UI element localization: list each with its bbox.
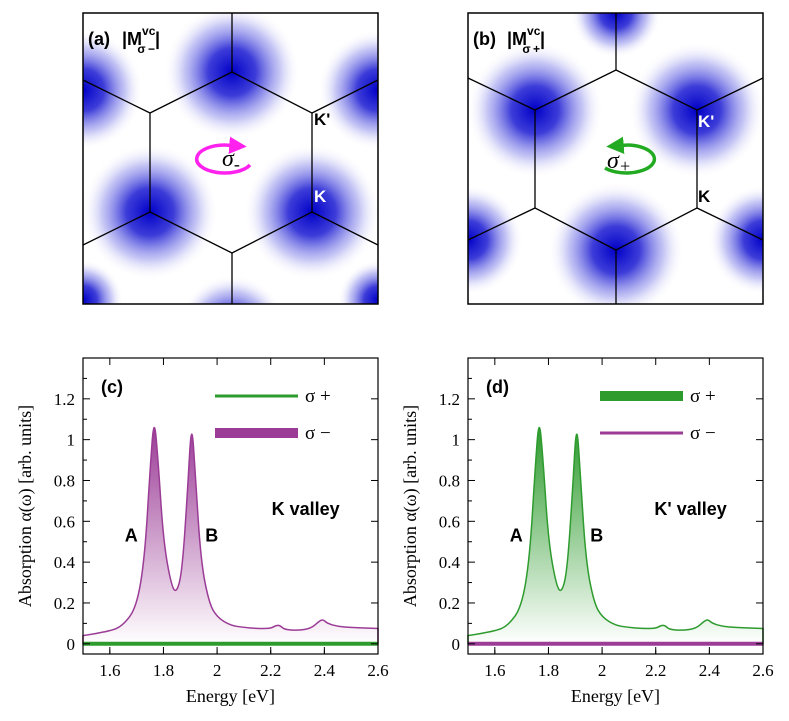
panel-b-brillouin-map: (b) |Mvc σ +| K' K σ+: [467, 12, 764, 305]
x-tick-label: 2.4: [699, 661, 721, 680]
plot-frame: [82, 357, 379, 655]
x-tick-label: 2: [598, 661, 607, 680]
panel-a-title: |Mvc σ −|: [122, 24, 160, 56]
y-tick-label: 0.4: [54, 553, 76, 572]
x-tick-label: 2.2: [645, 661, 666, 680]
panel-a-kprime-label: K': [314, 110, 330, 129]
panel-label: (c): [101, 377, 123, 397]
x-tick-label: 1.6: [484, 661, 505, 680]
series-area-0: [82, 426, 379, 645]
x-tick-label: 1.8: [153, 661, 174, 680]
peak-b-label: B: [205, 526, 218, 546]
x-axis-label: Energy [eV]: [571, 686, 660, 706]
y-tick-label: 0.8: [54, 471, 75, 490]
y-tick-label: 0.6: [54, 512, 75, 531]
absorption-chart-c: 1.6 1.8 2 2.2 2.4 2.6 0 0.2 0.4 0.6 0.8 1 1.2 Energy …: [15, 357, 389, 706]
y-tick-label: 1.2: [439, 390, 460, 409]
x-tick-label: 2: [213, 661, 222, 680]
panel-a-label: (a): [88, 29, 110, 49]
x-tick-label: 1.6: [99, 661, 120, 680]
panel-b-sigma-label: σ+: [607, 148, 631, 176]
y-tick-label: 0.2: [54, 594, 75, 613]
absorption-chart-d: 1.6 1.8 2 2.2 2.4 2.6 0 0.2 0.4 0.6 0.8 1 1.2 Energy …: [400, 357, 774, 706]
y-tick-label: 0: [452, 635, 461, 654]
y-tick-label: 1: [67, 431, 76, 450]
panel-label: (d): [486, 377, 509, 397]
panel-a-brillouin-map: (a) |Mvc σ −| K' K σ-: [82, 12, 379, 305]
panel-b-polarization-arrow: σ+: [604, 136, 657, 176]
peak-a-label: A: [125, 526, 138, 546]
y-axis-label: Absorption α(ω) [arb. units]: [15, 405, 36, 607]
y-tick-label: 1.2: [54, 390, 75, 409]
x-tick-label: 2.2: [260, 661, 281, 680]
x-tick-label: 2.4: [314, 661, 336, 680]
legend-label: σ −: [690, 423, 716, 444]
x-axis-label: Energy [eV]: [186, 686, 275, 706]
panel-a-polarization-arrow: σ-: [194, 136, 252, 175]
panel-a-sigma-label: σ-: [222, 146, 240, 174]
panel-a-intensity-lobes: [83, 13, 378, 304]
y-axis-label: Absorption α(ω) [arb. units]: [400, 405, 421, 607]
x-tick-label: 1.8: [538, 661, 559, 680]
legend-label: σ −: [305, 423, 331, 444]
y-tick-label: 0.4: [439, 553, 461, 572]
valley-label: K valley: [272, 499, 340, 519]
y-tick-label: 0.6: [439, 512, 460, 531]
y-tick-label: 0: [67, 635, 76, 654]
y-tick-label: 0.8: [439, 471, 460, 490]
panel-b-intensity-lobes: [468, 13, 763, 304]
peak-b-label: B: [590, 526, 603, 546]
peak-a-label: A: [510, 526, 523, 546]
panel-b-k-label: K: [698, 187, 711, 206]
panel-b-kprime-label: K': [698, 112, 714, 131]
legend-label: σ +: [690, 386, 716, 407]
plot-frame: [467, 357, 764, 655]
x-tick-label: 2.6: [367, 661, 388, 680]
legend-label: σ +: [305, 386, 331, 407]
series-area-0: [467, 426, 764, 645]
y-tick-label: 0.2: [439, 594, 460, 613]
valley-label: K' valley: [654, 499, 726, 519]
y-tick-label: 1: [452, 431, 461, 450]
x-tick-label: 2.6: [752, 661, 773, 680]
panel-a-k-label: K: [314, 187, 327, 206]
panel-b-title: |Mvc σ +|: [507, 24, 545, 56]
panel-b-label: (b): [473, 29, 496, 49]
